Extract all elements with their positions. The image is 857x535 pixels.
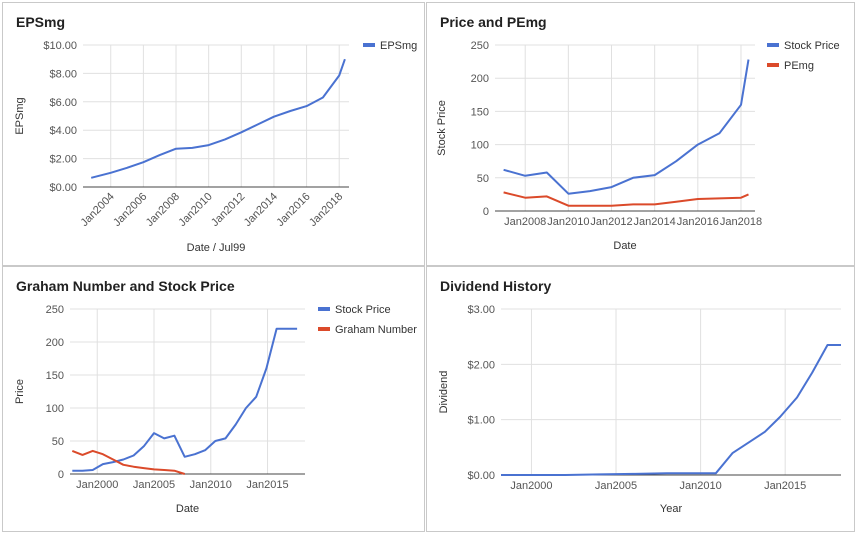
x-axis-title: Date	[613, 240, 636, 252]
chart-panel-epsmg: EPSmg $0.00 $2.00 $4.00 $6.00 $8.00 $10.00 Jan…	[2, 2, 425, 266]
y-axis-title: Price	[14, 379, 26, 404]
legend-label: PEmg	[784, 60, 814, 72]
chart-title: EPSmg	[16, 14, 66, 30]
x-tick-label: Jan2010	[190, 479, 232, 491]
y-tick-label: $1.00	[467, 415, 495, 427]
series-line-pemg	[503, 191, 749, 207]
y-tick-label: $10.00	[43, 40, 77, 52]
series-line-dividend	[501, 344, 841, 476]
chart-panel-dividend: Dividend History $0.00 $1.00 $2.00 $3.00 Jan…	[426, 266, 855, 532]
x-tick-label: Jan2015	[764, 480, 806, 492]
x-tick-label: Jan2014	[634, 216, 676, 228]
y-tick-label: $6.00	[49, 97, 77, 109]
x-tick-label: Jan2016	[677, 216, 719, 228]
series-line-graham-number	[71, 449, 186, 475]
chart-title: Graham Number and Stock Price	[16, 278, 235, 294]
y-axis-title: EPSmg	[14, 97, 26, 134]
x-tick-label: Jan2010	[176, 191, 214, 229]
y-tick-label: 50	[477, 173, 489, 185]
series-line-stock-price	[72, 327, 298, 472]
legend-swatch	[318, 307, 330, 311]
legend-swatch	[767, 43, 779, 47]
x-tick-label: Jan2010	[679, 480, 721, 492]
y-tick-label: 50	[52, 436, 64, 448]
y-axis-title: Stock Price	[436, 100, 448, 156]
y-tick-label: $3.00	[467, 304, 495, 316]
legend-label: Stock Price	[335, 304, 391, 316]
y-tick-label: 250	[471, 40, 489, 52]
y-tick-label: $0.00	[49, 182, 77, 194]
series-line-epsmg	[90, 58, 346, 179]
legend-label: Stock Price	[784, 40, 840, 52]
y-tick-label: 0	[483, 206, 489, 218]
x-tick-label: Jan2014	[242, 191, 280, 229]
legend-label: EPSmg	[380, 40, 417, 52]
x-axis-title: Year	[660, 503, 683, 515]
y-tick-label: 250	[46, 304, 64, 316]
y-tick-label: 100	[471, 140, 489, 152]
y-tick-label: 0	[58, 469, 64, 481]
legend-swatch	[318, 327, 330, 331]
x-tick-label: Jan2012	[590, 216, 632, 228]
y-tick-label: 200	[46, 337, 64, 349]
x-tick-label: Jan2000	[76, 479, 118, 491]
y-tick-label: 100	[46, 403, 64, 415]
x-tick-label: Jan2006	[111, 191, 149, 229]
series-line-stock-price	[503, 59, 750, 195]
chart-svg-dividend: $0.00 $1.00 $2.00 $3.00 Jan2000 Jan2005 Jan201…	[438, 304, 841, 515]
y-tick-label: $2.00	[49, 154, 77, 166]
x-tick-label: Jan2005	[595, 480, 637, 492]
x-tick-label: Jan2018	[307, 191, 345, 229]
x-axis-title: Date	[176, 503, 199, 515]
x-tick-label: Jan2008	[144, 191, 182, 229]
chart-panel-graham: Graham Number and Stock Price 0 50 100 150 2…	[2, 266, 425, 532]
chart-svg-graham: 0 50 100 150 200 250 Jan2000 Jan2005 Jan2010 Jan2…	[14, 304, 417, 515]
y-tick-label: $2.00	[467, 359, 495, 371]
chart-title: Price and PEmg	[440, 14, 547, 30]
x-tick-label: Jan2008	[504, 216, 546, 228]
x-tick-label: Jan2004	[79, 191, 117, 229]
x-tick-label: Jan2015	[246, 479, 288, 491]
x-tick-label: Jan2012	[209, 191, 247, 229]
chart-panel-price-pemg: Price and PEmg 0 50 100 150 200 250 Jan2008 Jan…	[426, 2, 855, 266]
y-tick-label: 200	[471, 73, 489, 85]
y-tick-label: 150	[46, 370, 64, 382]
x-tick-label: Jan2016	[274, 191, 312, 229]
x-tick-label: Jan2000	[510, 480, 552, 492]
x-tick-label: Jan2010	[547, 216, 589, 228]
legend-swatch	[363, 43, 375, 47]
x-axis-title: Date / Jul99	[187, 242, 246, 254]
y-axis-title: Dividend	[438, 371, 450, 414]
chart-title: Dividend History	[440, 278, 552, 294]
legend-swatch	[767, 63, 779, 67]
y-tick-label: $0.00	[467, 470, 495, 482]
x-tick-label: Jan2005	[133, 479, 175, 491]
x-tick-label: Jan2018	[720, 216, 762, 228]
y-tick-label: $4.00	[49, 125, 77, 137]
y-tick-label: 150	[471, 106, 489, 118]
y-tick-label: $8.00	[49, 68, 77, 80]
chart-svg-epsmg: $0.00$2.00$4.00$6.00$8.00$10.00Jan2004Ja…	[14, 40, 417, 254]
legend-label: Graham Number	[335, 324, 417, 336]
